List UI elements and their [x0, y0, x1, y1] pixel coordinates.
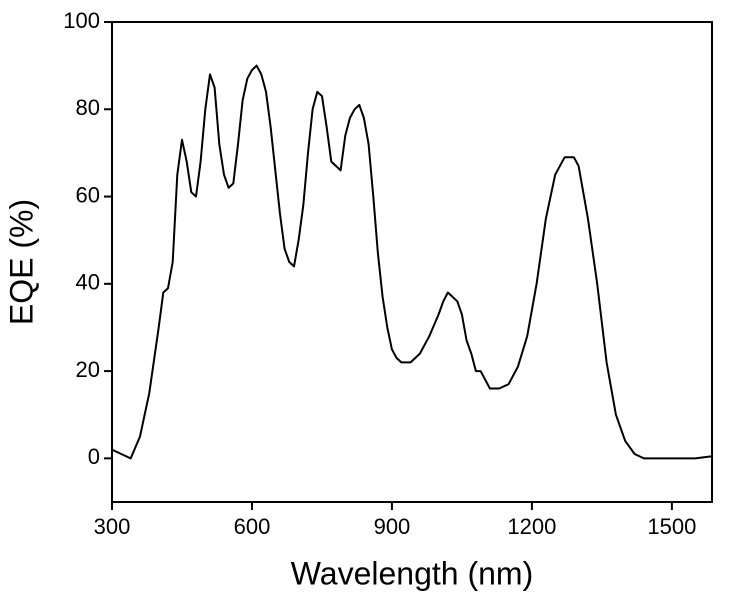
data-line	[111, 64, 713, 460]
plot-frame	[111, 21, 713, 503]
x-tick-label: 900	[374, 514, 411, 539]
y-tick-label: 80	[76, 95, 100, 120]
x-tick-label: 1200	[507, 514, 556, 539]
y-tick-label: 40	[76, 270, 100, 295]
x-tick-label: 600	[234, 514, 271, 539]
y-axis-label: EQE (%)	[3, 199, 39, 325]
y-tick-label: 20	[76, 357, 100, 382]
x-tick-label: 1500	[647, 514, 696, 539]
y-tick-label: 60	[76, 182, 100, 207]
y-tick-label: 100	[63, 8, 100, 33]
x-axis-label: Wavelength (nm)	[291, 555, 533, 591]
x-tick-label: 300	[94, 514, 131, 539]
y-tick-label: 0	[88, 444, 100, 469]
